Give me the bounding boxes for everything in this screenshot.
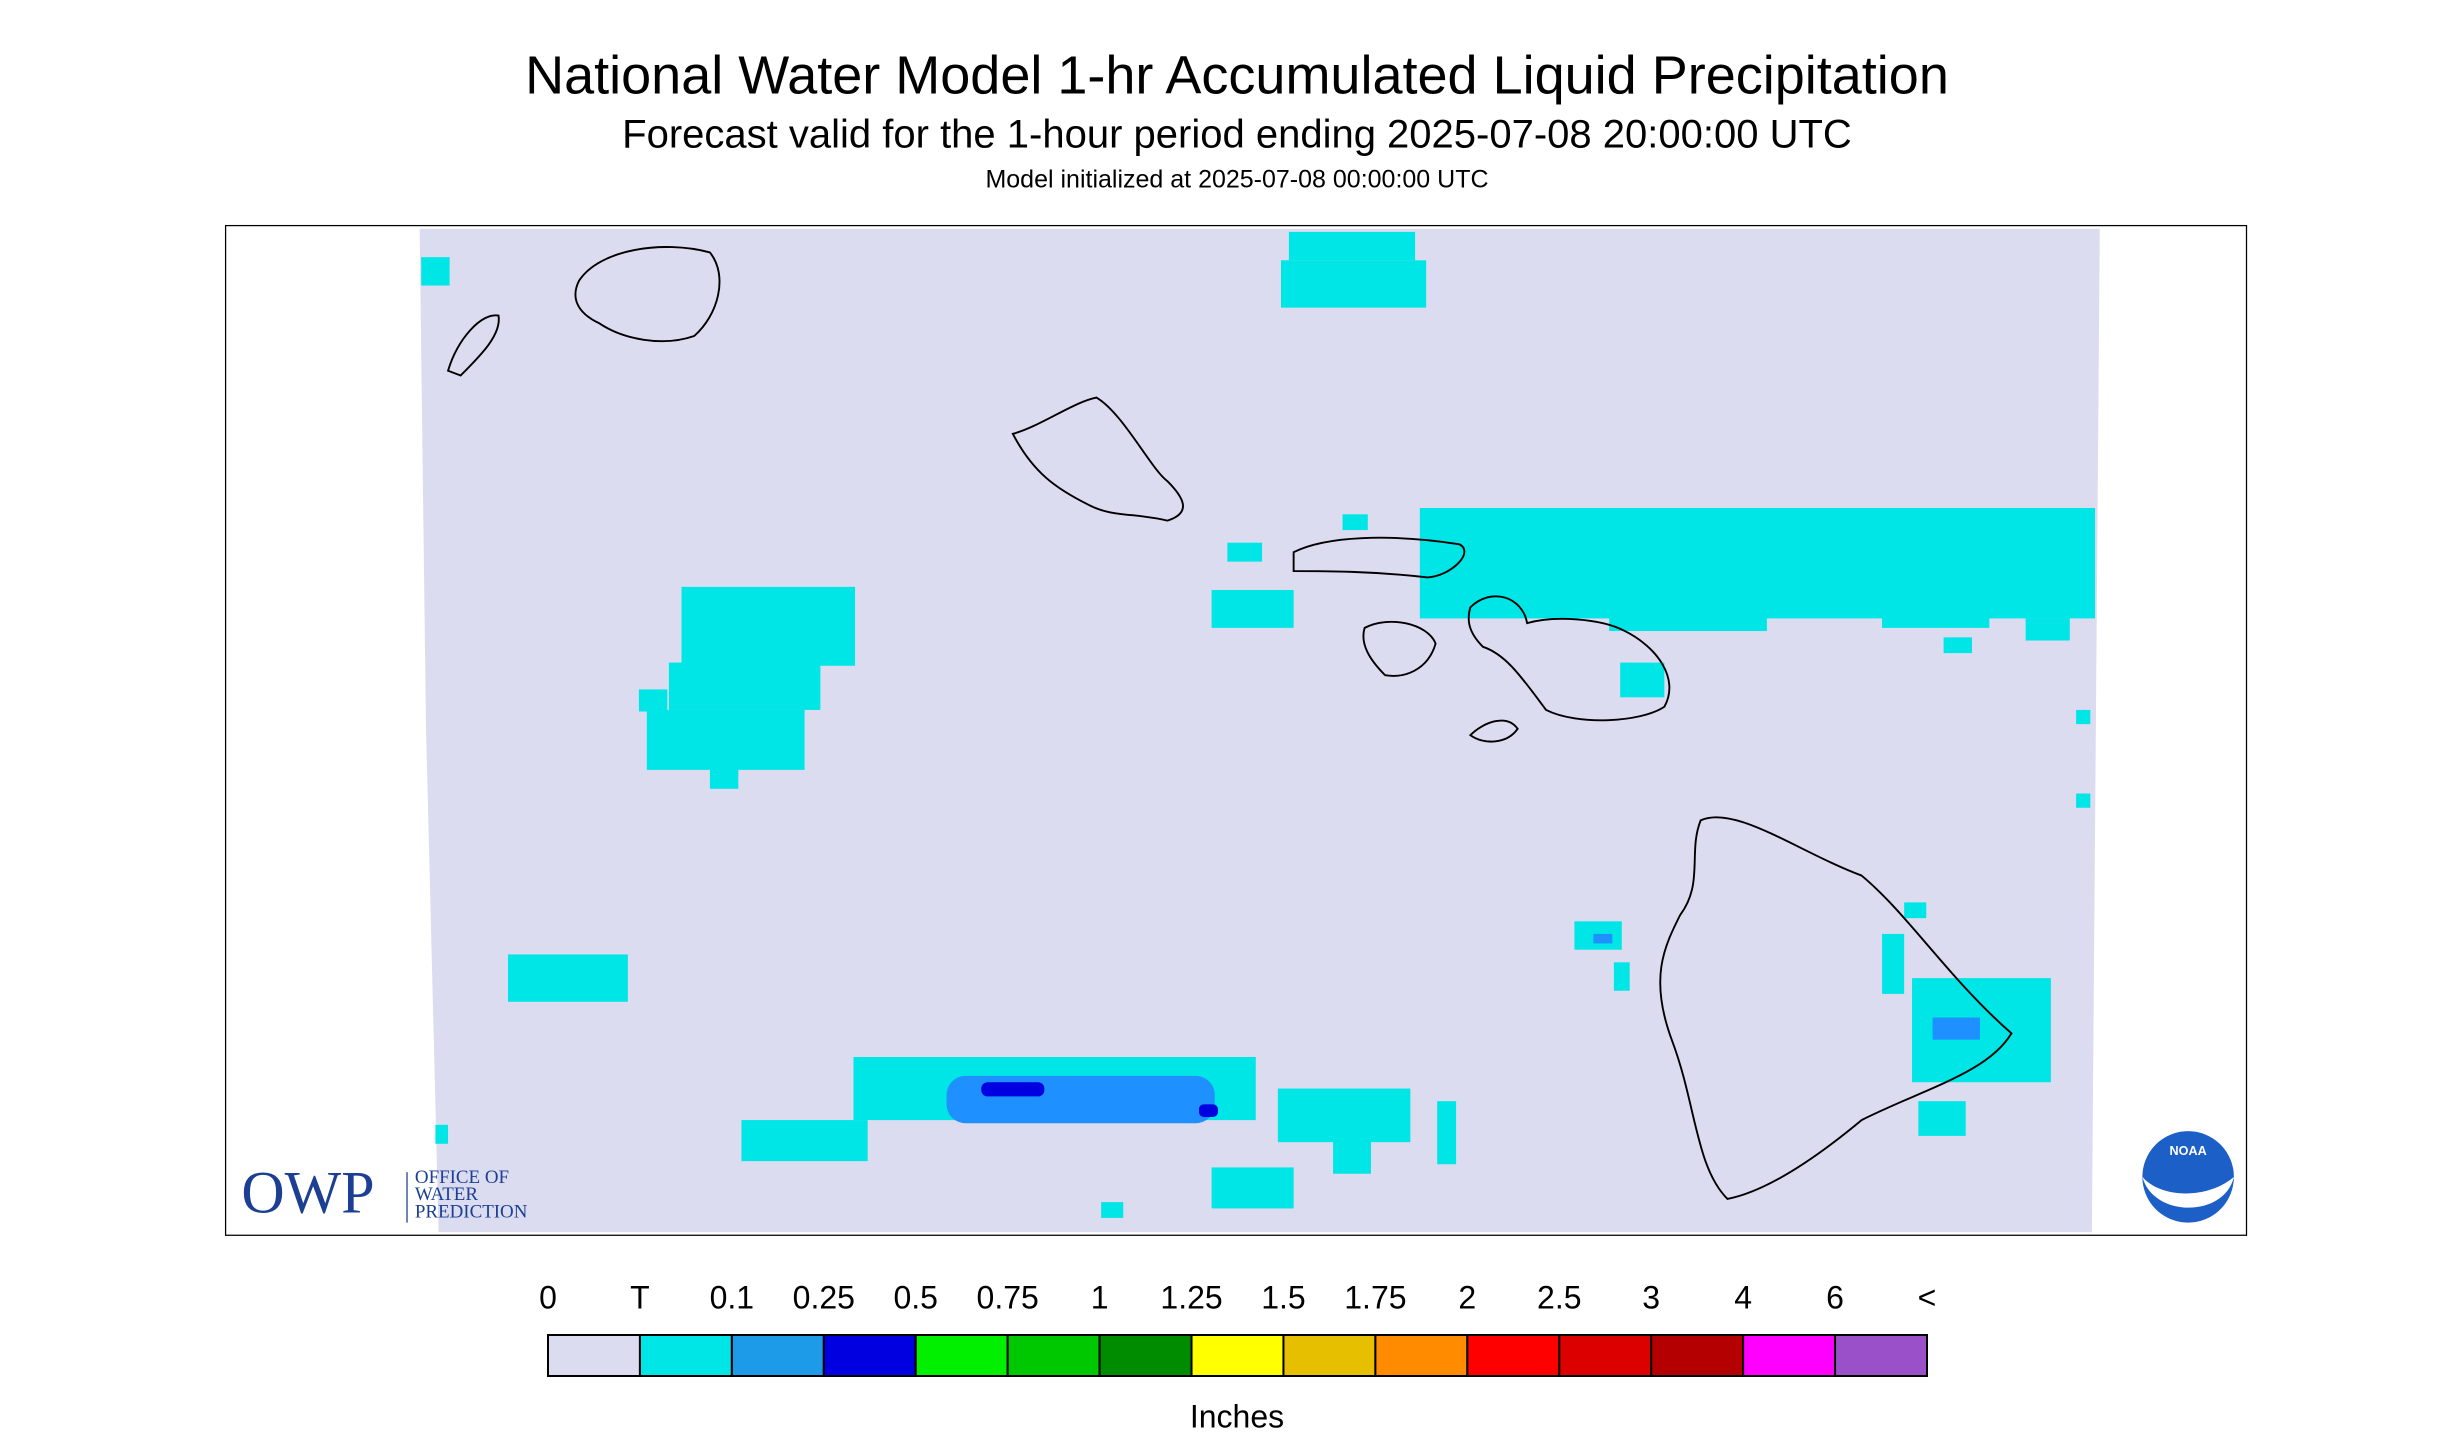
legend-label: <	[1918, 1279, 1937, 1315]
legend-label: 1.75	[1344, 1279, 1406, 1315]
legend-swatch	[730, 1334, 825, 1377]
legend-swatch	[822, 1334, 917, 1377]
coastlines	[446, 246, 2013, 1201]
legend-label: 0.1	[710, 1279, 754, 1315]
legend-swatch	[1098, 1334, 1193, 1377]
legend-label: 0.75	[977, 1279, 1039, 1315]
owp-line: OFFICE OF	[415, 1167, 509, 1188]
legend-label: 2.5	[1537, 1279, 1581, 1315]
legend-label: 1.25	[1160, 1279, 1222, 1315]
legend-label: 0.25	[793, 1279, 855, 1315]
legend-label: 3	[1642, 1279, 1660, 1315]
noaa-label: NOAA	[2170, 1144, 2207, 1158]
legend-swatch	[1834, 1334, 1928, 1377]
owp-logo: OWP	[241, 1160, 374, 1226]
model-domain	[419, 228, 2100, 1233]
legend-label: 1.5	[1261, 1279, 1305, 1315]
legend: 0 T 0.1 0.25 0.5 0.75 1 1.25 1.5 1.75 2 2.5 3 4 6 <	[539, 1279, 1937, 1377]
legend-swatch	[638, 1334, 733, 1377]
legend-label: T	[630, 1279, 650, 1315]
legend-swatch	[1742, 1334, 1837, 1377]
map: OWP OFFICE OF WATER PREDICTION NOAA	[224, 224, 2248, 1236]
legend-swatch	[1006, 1334, 1101, 1377]
legend-swatch	[1466, 1334, 1561, 1377]
legend-label: 2	[1458, 1279, 1476, 1315]
precipitation	[421, 231, 2096, 1218]
legend-swatch	[1650, 1334, 1745, 1377]
legend-label: 4	[1734, 1279, 1752, 1315]
legend-label: 0	[539, 1279, 557, 1315]
legend-label: 0.5	[893, 1279, 937, 1315]
legend-swatch	[1190, 1334, 1285, 1377]
owp-line: PREDICTION	[415, 1202, 528, 1223]
legend-swatch	[1282, 1334, 1377, 1377]
subtitle: Forecast valid for the 1-hour period end…	[622, 113, 1852, 157]
legend-swatch	[1374, 1334, 1469, 1377]
legend-label: 1	[1091, 1279, 1109, 1315]
owp-line: WATER	[415, 1184, 478, 1205]
title: National Water Model 1-hr Accumulated Li…	[525, 45, 1949, 105]
legend-swatch	[914, 1334, 1009, 1377]
legend-label: 6	[1826, 1279, 1844, 1315]
legend-unit: Inches	[1190, 1398, 1284, 1434]
legend-swatch	[1558, 1334, 1653, 1377]
init-time: Model initialized at 2025-07-08 00:00:00…	[985, 166, 1488, 194]
legend-swatch	[547, 1334, 641, 1377]
